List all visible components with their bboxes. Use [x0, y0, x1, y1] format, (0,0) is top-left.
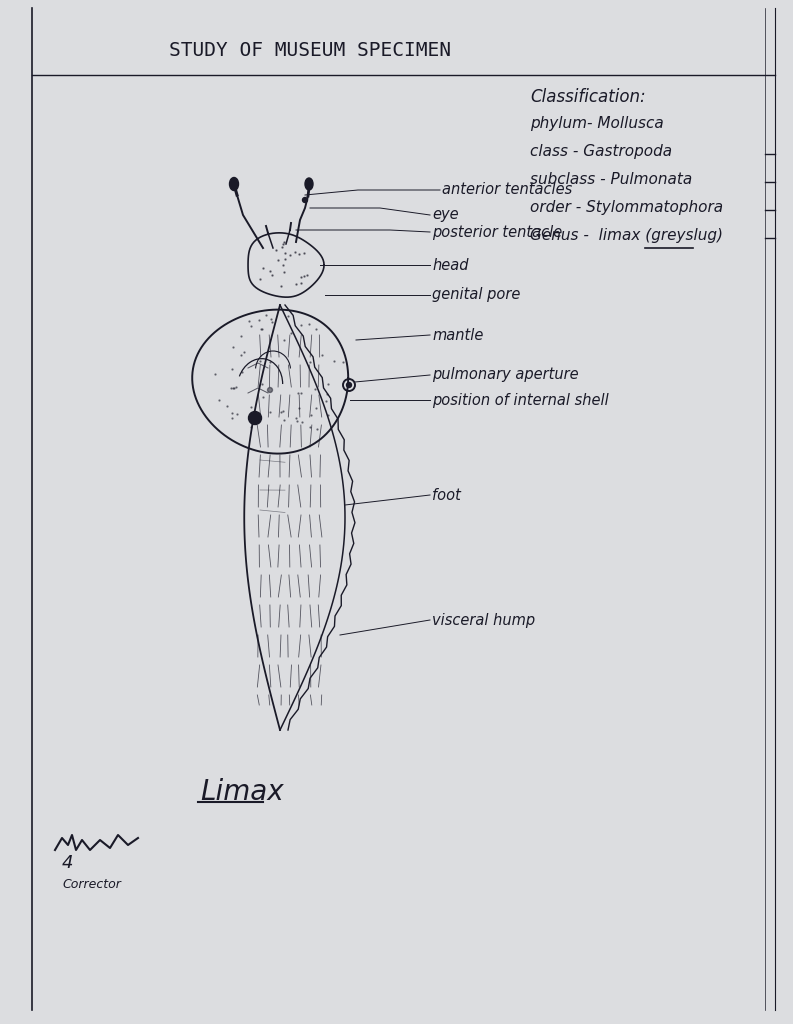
Text: phylum- Mollusca: phylum- Mollusca: [530, 116, 664, 131]
Text: anterior tentacles: anterior tentacles: [442, 182, 573, 198]
Ellipse shape: [267, 387, 273, 392]
Text: pulmonary aperture: pulmonary aperture: [432, 368, 579, 383]
Ellipse shape: [248, 412, 262, 425]
Ellipse shape: [229, 177, 239, 190]
Text: posterior tentacle: posterior tentacle: [432, 224, 562, 240]
Text: Limax: Limax: [200, 778, 284, 806]
Text: 4: 4: [62, 854, 74, 872]
Text: mantle: mantle: [432, 328, 484, 342]
Text: eye: eye: [432, 208, 458, 222]
Text: head: head: [432, 257, 469, 272]
Text: visceral hump: visceral hump: [432, 612, 535, 628]
Text: Genus -  limax (greyslug): Genus - limax (greyslug): [530, 228, 723, 243]
Text: subclass - Pulmonata: subclass - Pulmonata: [530, 172, 692, 187]
Text: genital pore: genital pore: [432, 288, 520, 302]
Text: STUDY OF MUSEUM SPECIMEN: STUDY OF MUSEUM SPECIMEN: [169, 41, 451, 59]
Ellipse shape: [305, 178, 313, 190]
Text: foot: foot: [432, 487, 461, 503]
Ellipse shape: [302, 198, 308, 203]
Text: Classification:: Classification:: [530, 88, 646, 106]
Text: Corrector: Corrector: [62, 878, 121, 891]
Ellipse shape: [347, 383, 351, 387]
Text: order - Stylommatophora: order - Stylommatophora: [530, 200, 723, 215]
Text: position of internal shell: position of internal shell: [432, 392, 609, 408]
Text: class - Gastropoda: class - Gastropoda: [530, 144, 672, 159]
